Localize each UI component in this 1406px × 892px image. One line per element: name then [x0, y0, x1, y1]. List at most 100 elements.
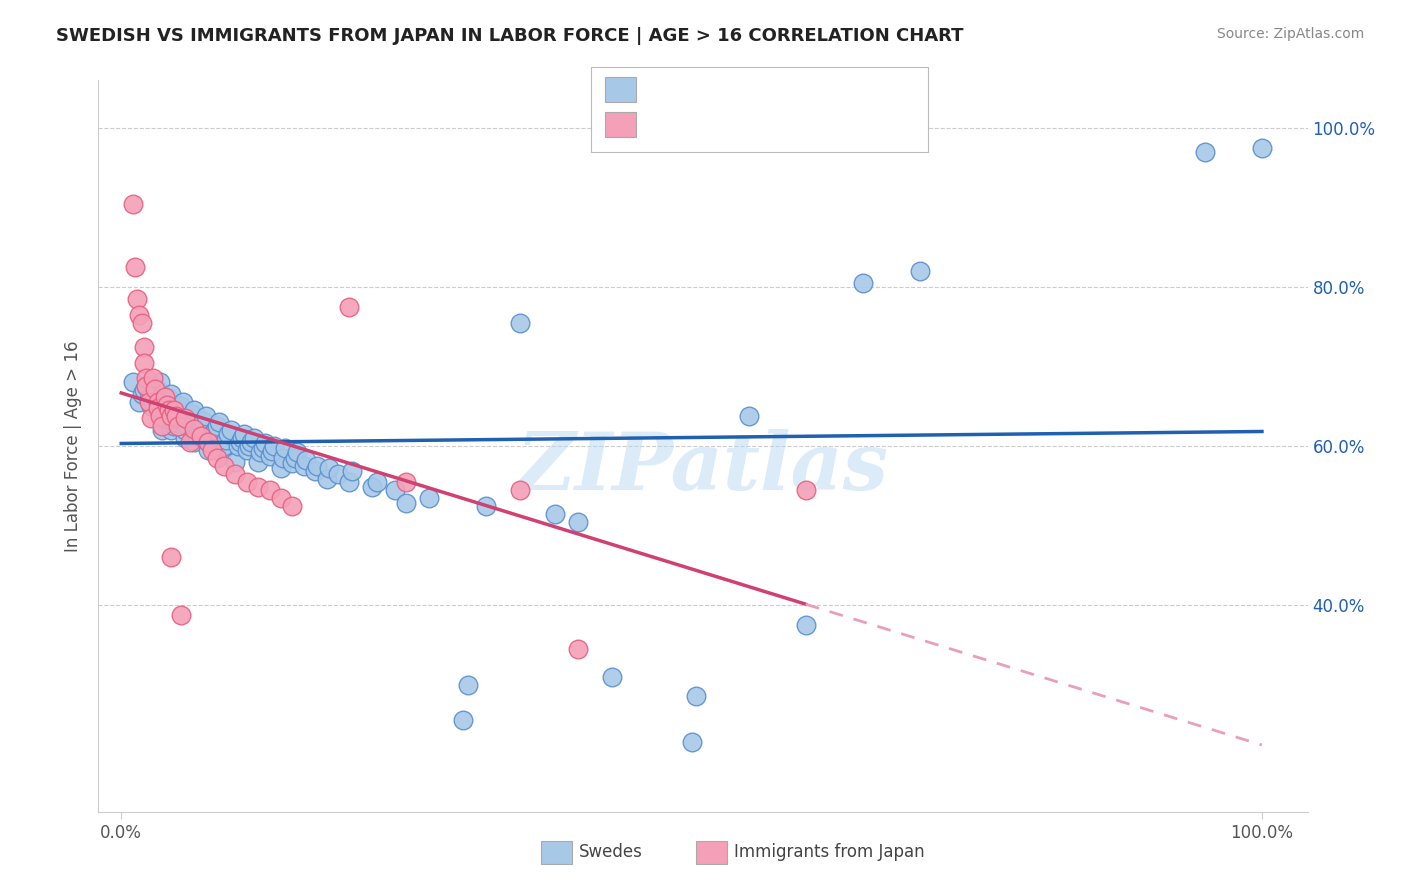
Point: [681, 735, 703, 749]
Point: [176, 419, 198, 434]
Point: [150, 419, 173, 434]
Point: [169, 399, 191, 413]
Point: [270, 491, 292, 505]
Point: [149, 376, 172, 390]
Text: Source: ZipAtlas.com: Source: ZipAtlas.com: [1216, 27, 1364, 41]
Point: [160, 409, 183, 423]
Text: -0.169: -0.169: [686, 116, 751, 134]
Point: [174, 423, 197, 437]
Point: [135, 379, 157, 393]
Point: [165, 411, 187, 425]
Point: [252, 441, 274, 455]
Point: [150, 411, 173, 425]
Point: [263, 439, 285, 453]
Text: ZIPatlas: ZIPatlas: [517, 429, 889, 507]
Point: [212, 458, 235, 473]
Point: [172, 395, 194, 409]
Point: [270, 461, 292, 475]
Point: [794, 483, 817, 497]
Point: [145, 382, 167, 396]
Point: [135, 379, 157, 393]
Point: [179, 435, 201, 450]
Point: [169, 607, 191, 622]
Point: [167, 407, 190, 421]
Point: [157, 392, 180, 406]
Point: [127, 292, 149, 306]
Point: [138, 392, 160, 406]
Point: [224, 455, 246, 469]
Point: [1194, 145, 1216, 159]
Point: [247, 480, 270, 494]
Point: [197, 435, 219, 450]
Point: [231, 431, 253, 445]
Point: [186, 429, 208, 443]
Point: [259, 449, 281, 463]
Point: [179, 415, 201, 429]
Point: [281, 457, 304, 471]
Point: [509, 483, 531, 497]
Point: [181, 407, 204, 421]
Point: [201, 442, 224, 457]
Point: [174, 411, 197, 425]
Point: [174, 431, 197, 445]
Point: [908, 264, 931, 278]
Point: [315, 472, 337, 486]
Point: [132, 355, 155, 369]
Point: [567, 515, 589, 529]
Point: [292, 458, 315, 473]
Point: [131, 316, 153, 330]
Text: Immigrants from Japan: Immigrants from Japan: [734, 843, 925, 861]
Text: R =: R =: [647, 116, 678, 134]
Point: [124, 260, 146, 274]
Point: [304, 465, 326, 479]
Point: [395, 475, 418, 489]
Text: N =: N =: [742, 116, 773, 134]
Point: [190, 429, 212, 443]
Point: [475, 499, 498, 513]
Point: [600, 669, 623, 683]
Point: [156, 403, 179, 417]
Point: [204, 423, 226, 437]
Point: [146, 401, 169, 415]
Point: [1251, 141, 1274, 155]
Point: [337, 475, 360, 489]
Point: [139, 392, 162, 406]
Point: [139, 411, 162, 425]
Point: [453, 714, 475, 728]
Point: [157, 403, 180, 417]
Point: [149, 409, 172, 423]
Point: [183, 403, 205, 417]
Point: [163, 419, 186, 434]
Point: [201, 427, 224, 442]
Text: 0.125: 0.125: [686, 80, 742, 98]
Point: [457, 677, 479, 691]
Point: [737, 409, 759, 423]
Point: [139, 399, 162, 413]
Point: [142, 395, 165, 409]
Point: [153, 390, 176, 404]
Point: [167, 403, 190, 417]
Point: [229, 435, 252, 450]
Point: [131, 387, 153, 401]
Point: [163, 403, 186, 417]
Point: [142, 371, 165, 385]
Point: [247, 455, 270, 469]
Point: [685, 690, 707, 704]
Point: [183, 435, 205, 450]
Point: [187, 421, 209, 435]
Point: [211, 445, 233, 459]
Point: [212, 439, 235, 453]
Point: [219, 423, 242, 437]
Point: [509, 316, 531, 330]
Text: R =: R =: [647, 80, 678, 98]
Point: [384, 483, 406, 497]
Point: [205, 450, 228, 465]
Point: [187, 425, 209, 439]
Point: [233, 427, 256, 442]
Point: [271, 450, 294, 465]
Point: [193, 413, 215, 427]
Point: [145, 392, 167, 406]
Point: [157, 395, 180, 409]
Point: [284, 450, 307, 465]
Point: [200, 431, 222, 445]
